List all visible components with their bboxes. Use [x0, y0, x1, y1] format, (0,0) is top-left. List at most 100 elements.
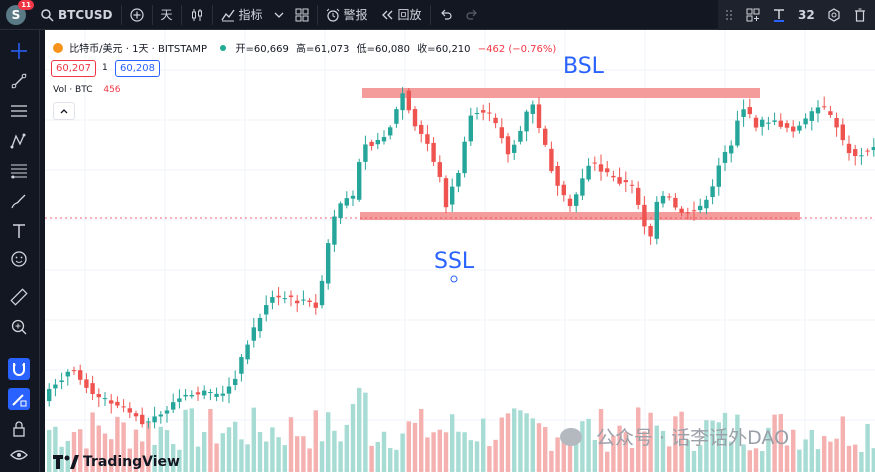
chart-type-button[interactable]: [184, 0, 210, 30]
candle-body: [834, 118, 839, 128]
lock-drawing-tool[interactable]: [8, 388, 30, 410]
replay-button[interactable]: 回放: [374, 0, 428, 30]
candle-body: [400, 93, 405, 111]
candle-body: [499, 127, 504, 139]
candle-body: [164, 410, 170, 414]
volume-bar: [338, 441, 343, 472]
volume-bar: [698, 445, 703, 472]
user-avatar[interactable]: S 11: [6, 0, 34, 25]
crosshair-tool[interactable]: [8, 40, 30, 62]
volume-bar: [288, 417, 294, 472]
candle-body: [456, 172, 461, 187]
volume-bar: [784, 445, 790, 472]
fib-tool[interactable]: [8, 160, 30, 182]
measure-tool[interactable]: [8, 286, 30, 308]
text-tool[interactable]: [8, 220, 30, 242]
visibility-tool[interactable]: [8, 444, 30, 466]
volume-bar: [574, 434, 579, 472]
pattern-tool[interactable]: [8, 130, 30, 152]
undo-button[interactable]: [433, 0, 459, 30]
trendline-tool[interactable]: [8, 70, 30, 92]
volume-bar: [388, 447, 393, 472]
sell-button[interactable]: 60,207: [51, 60, 96, 77]
indicators-icon: [220, 8, 235, 22]
volume-bar: [642, 431, 647, 472]
volume-bar: [425, 437, 430, 472]
ssl-annotation[interactable]: SSL: [434, 249, 475, 274]
tradingview-logo[interactable]: TradingView: [53, 454, 180, 470]
bsl-annotation[interactable]: BSL: [563, 54, 604, 79]
volume-bar: [381, 431, 387, 472]
text-color-button[interactable]: [766, 0, 792, 30]
delete-button[interactable]: [847, 0, 873, 30]
volume-bar: [245, 444, 250, 472]
volume-bar: [629, 447, 635, 472]
candle-body: [47, 388, 52, 402]
candle-body: [264, 305, 269, 315]
divider: [151, 4, 153, 25]
zoom-tool[interactable]: [8, 316, 30, 338]
candle-body: [772, 120, 777, 122]
candle-body: [518, 130, 523, 142]
volume-bar: [152, 444, 157, 472]
volume-bar: [102, 433, 108, 472]
buy-button[interactable]: 60,208: [115, 60, 160, 77]
candle-body: [815, 107, 821, 114]
trendline-icon: [11, 73, 27, 89]
alert-button[interactable]: 警报: [320, 0, 374, 30]
interval-button[interactable]: 天: [160, 8, 173, 22]
compare-button[interactable]: [124, 0, 150, 30]
volume-bar: [282, 445, 287, 472]
drag-handle[interactable]: [718, 0, 740, 30]
font-size-button[interactable]: 32: [798, 8, 815, 22]
volume-bar: [431, 432, 436, 472]
candle-body: [406, 90, 411, 111]
volume-bar: [419, 409, 424, 472]
candle-body: [276, 295, 281, 298]
collapse-legend-button[interactable]: [53, 102, 75, 120]
volume-bar: [71, 432, 77, 472]
crosshair-icon: [11, 43, 27, 59]
candle-body: [282, 298, 287, 300]
candle-body: [412, 109, 418, 127]
redo-icon: [465, 8, 479, 22]
indicators-button[interactable]: 指标: [215, 0, 269, 30]
volume-bar: [344, 424, 349, 472]
watermark-text: 公众号 · 话李话外DAO: [596, 427, 790, 449]
template-button[interactable]: [740, 0, 766, 30]
chart-pane[interactable]: 比特币/美元 · 1天 · BITSTAMP 开=60,669 高=61,073…: [45, 30, 875, 472]
emoji-tool[interactable]: [8, 248, 30, 270]
candle-body: [859, 155, 864, 157]
volume-bar: [326, 412, 331, 472]
candle-body: [766, 122, 771, 124]
settings-button[interactable]: [821, 0, 847, 30]
volume-bar: [654, 425, 659, 472]
volume-bar: [530, 418, 535, 472]
candle-body: [115, 401, 120, 406]
indicators-dropdown[interactable]: [269, 0, 289, 30]
horizontal-lines-tool[interactable]: [8, 100, 30, 122]
symbol-search[interactable]: BTCUSD: [34, 0, 119, 30]
price-chart[interactable]: [45, 30, 875, 472]
candle-body: [617, 177, 622, 184]
volume-bar: [121, 422, 126, 472]
lock-tool[interactable]: [8, 418, 30, 440]
candle-body: [698, 205, 703, 211]
volume-bar: [78, 429, 83, 472]
volume-bar: [257, 431, 263, 472]
candle-body: [301, 299, 306, 301]
volume-bar: [691, 450, 697, 472]
volume-bar: [220, 433, 225, 472]
layouts-button[interactable]: [289, 0, 315, 30]
top-toolbar: S 11 BTCUSD 天 指标: [0, 0, 875, 30]
magnet-tool[interactable]: [8, 358, 30, 380]
drawing-toolbar: [0, 30, 40, 472]
redo-button[interactable]: [459, 0, 485, 30]
candle-body: [710, 186, 715, 197]
brush-tool[interactable]: [8, 190, 30, 212]
candle-body: [326, 243, 331, 284]
order-quantity[interactable]: 1: [102, 63, 108, 73]
volume-bar: [834, 438, 839, 472]
text-icon: [772, 8, 786, 22]
volume-bar: [59, 446, 64, 472]
